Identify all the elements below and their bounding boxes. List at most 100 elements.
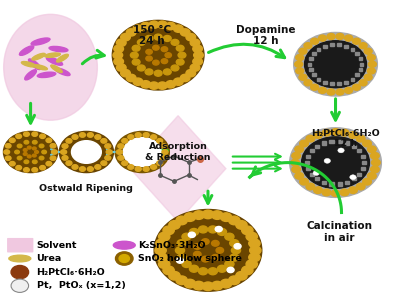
Circle shape bbox=[155, 246, 166, 255]
Circle shape bbox=[208, 226, 218, 233]
Circle shape bbox=[198, 268, 208, 275]
Bar bbox=[352, 177, 356, 181]
Circle shape bbox=[72, 165, 78, 169]
Circle shape bbox=[336, 33, 344, 40]
Circle shape bbox=[52, 150, 57, 154]
Circle shape bbox=[105, 156, 111, 160]
Circle shape bbox=[161, 156, 166, 160]
Circle shape bbox=[229, 276, 240, 285]
Circle shape bbox=[295, 173, 304, 179]
Bar bbox=[310, 173, 314, 176]
Ellipse shape bbox=[25, 70, 36, 80]
Bar bbox=[312, 52, 316, 55]
Circle shape bbox=[299, 48, 307, 54]
Circle shape bbox=[304, 80, 312, 86]
Bar bbox=[351, 48, 354, 51]
Circle shape bbox=[105, 144, 111, 148]
Bar bbox=[315, 145, 319, 148]
Circle shape bbox=[24, 132, 29, 136]
Bar bbox=[357, 173, 362, 176]
Circle shape bbox=[39, 144, 44, 148]
Ellipse shape bbox=[46, 57, 63, 65]
Circle shape bbox=[163, 69, 171, 75]
Bar bbox=[310, 149, 314, 153]
Circle shape bbox=[61, 150, 67, 154]
Ellipse shape bbox=[49, 47, 68, 52]
Circle shape bbox=[356, 183, 365, 190]
Circle shape bbox=[4, 131, 58, 173]
Circle shape bbox=[302, 137, 370, 188]
Circle shape bbox=[364, 48, 372, 54]
Circle shape bbox=[367, 54, 375, 60]
Circle shape bbox=[24, 168, 29, 172]
Circle shape bbox=[59, 131, 114, 173]
Circle shape bbox=[101, 139, 107, 143]
Circle shape bbox=[292, 153, 300, 159]
Circle shape bbox=[370, 166, 379, 173]
Circle shape bbox=[39, 156, 44, 160]
Bar bbox=[361, 155, 365, 158]
Circle shape bbox=[338, 148, 344, 153]
Bar bbox=[344, 45, 348, 48]
Circle shape bbox=[163, 36, 171, 41]
Circle shape bbox=[198, 226, 208, 233]
Circle shape bbox=[314, 132, 322, 138]
Ellipse shape bbox=[56, 54, 68, 62]
Circle shape bbox=[10, 161, 15, 166]
Bar bbox=[323, 45, 327, 48]
Circle shape bbox=[349, 132, 357, 138]
Bar bbox=[317, 78, 320, 81]
Circle shape bbox=[16, 165, 22, 170]
Circle shape bbox=[356, 135, 365, 142]
Circle shape bbox=[318, 87, 326, 93]
Circle shape bbox=[194, 244, 201, 249]
Circle shape bbox=[42, 150, 46, 154]
Circle shape bbox=[202, 210, 214, 219]
Circle shape bbox=[318, 35, 326, 41]
Circle shape bbox=[11, 265, 28, 279]
Circle shape bbox=[135, 167, 141, 171]
Circle shape bbox=[217, 265, 226, 272]
Circle shape bbox=[23, 149, 27, 151]
Circle shape bbox=[313, 171, 320, 175]
Bar bbox=[337, 43, 341, 46]
Circle shape bbox=[236, 271, 247, 280]
Circle shape bbox=[16, 134, 22, 139]
Circle shape bbox=[165, 53, 172, 57]
Circle shape bbox=[5, 156, 11, 160]
Ellipse shape bbox=[113, 241, 135, 249]
Circle shape bbox=[236, 221, 247, 229]
Ellipse shape bbox=[22, 61, 36, 67]
Polygon shape bbox=[130, 116, 226, 222]
Circle shape bbox=[87, 133, 93, 137]
Circle shape bbox=[202, 239, 209, 244]
Circle shape bbox=[143, 133, 149, 137]
Circle shape bbox=[87, 167, 93, 171]
Bar bbox=[345, 181, 349, 184]
Circle shape bbox=[367, 68, 375, 74]
Bar bbox=[317, 48, 320, 51]
Circle shape bbox=[153, 60, 159, 65]
Bar bbox=[351, 78, 354, 81]
Bar bbox=[308, 63, 312, 66]
Ellipse shape bbox=[34, 65, 47, 70]
Circle shape bbox=[116, 252, 133, 265]
Circle shape bbox=[24, 140, 29, 144]
Circle shape bbox=[10, 138, 15, 143]
Circle shape bbox=[194, 51, 203, 59]
Circle shape bbox=[295, 61, 303, 67]
Circle shape bbox=[231, 247, 240, 254]
Circle shape bbox=[122, 161, 128, 165]
Circle shape bbox=[180, 74, 190, 81]
Circle shape bbox=[149, 82, 159, 89]
Circle shape bbox=[290, 128, 381, 197]
Text: H₂PtCl₆·6H₂O
12 h: H₂PtCl₆·6H₂O 12 h bbox=[311, 129, 380, 148]
Circle shape bbox=[17, 156, 22, 160]
Circle shape bbox=[336, 89, 344, 95]
Circle shape bbox=[46, 161, 52, 166]
Circle shape bbox=[154, 34, 162, 40]
Circle shape bbox=[132, 59, 140, 65]
Circle shape bbox=[80, 167, 86, 171]
Bar bbox=[361, 167, 365, 170]
Circle shape bbox=[304, 41, 366, 88]
